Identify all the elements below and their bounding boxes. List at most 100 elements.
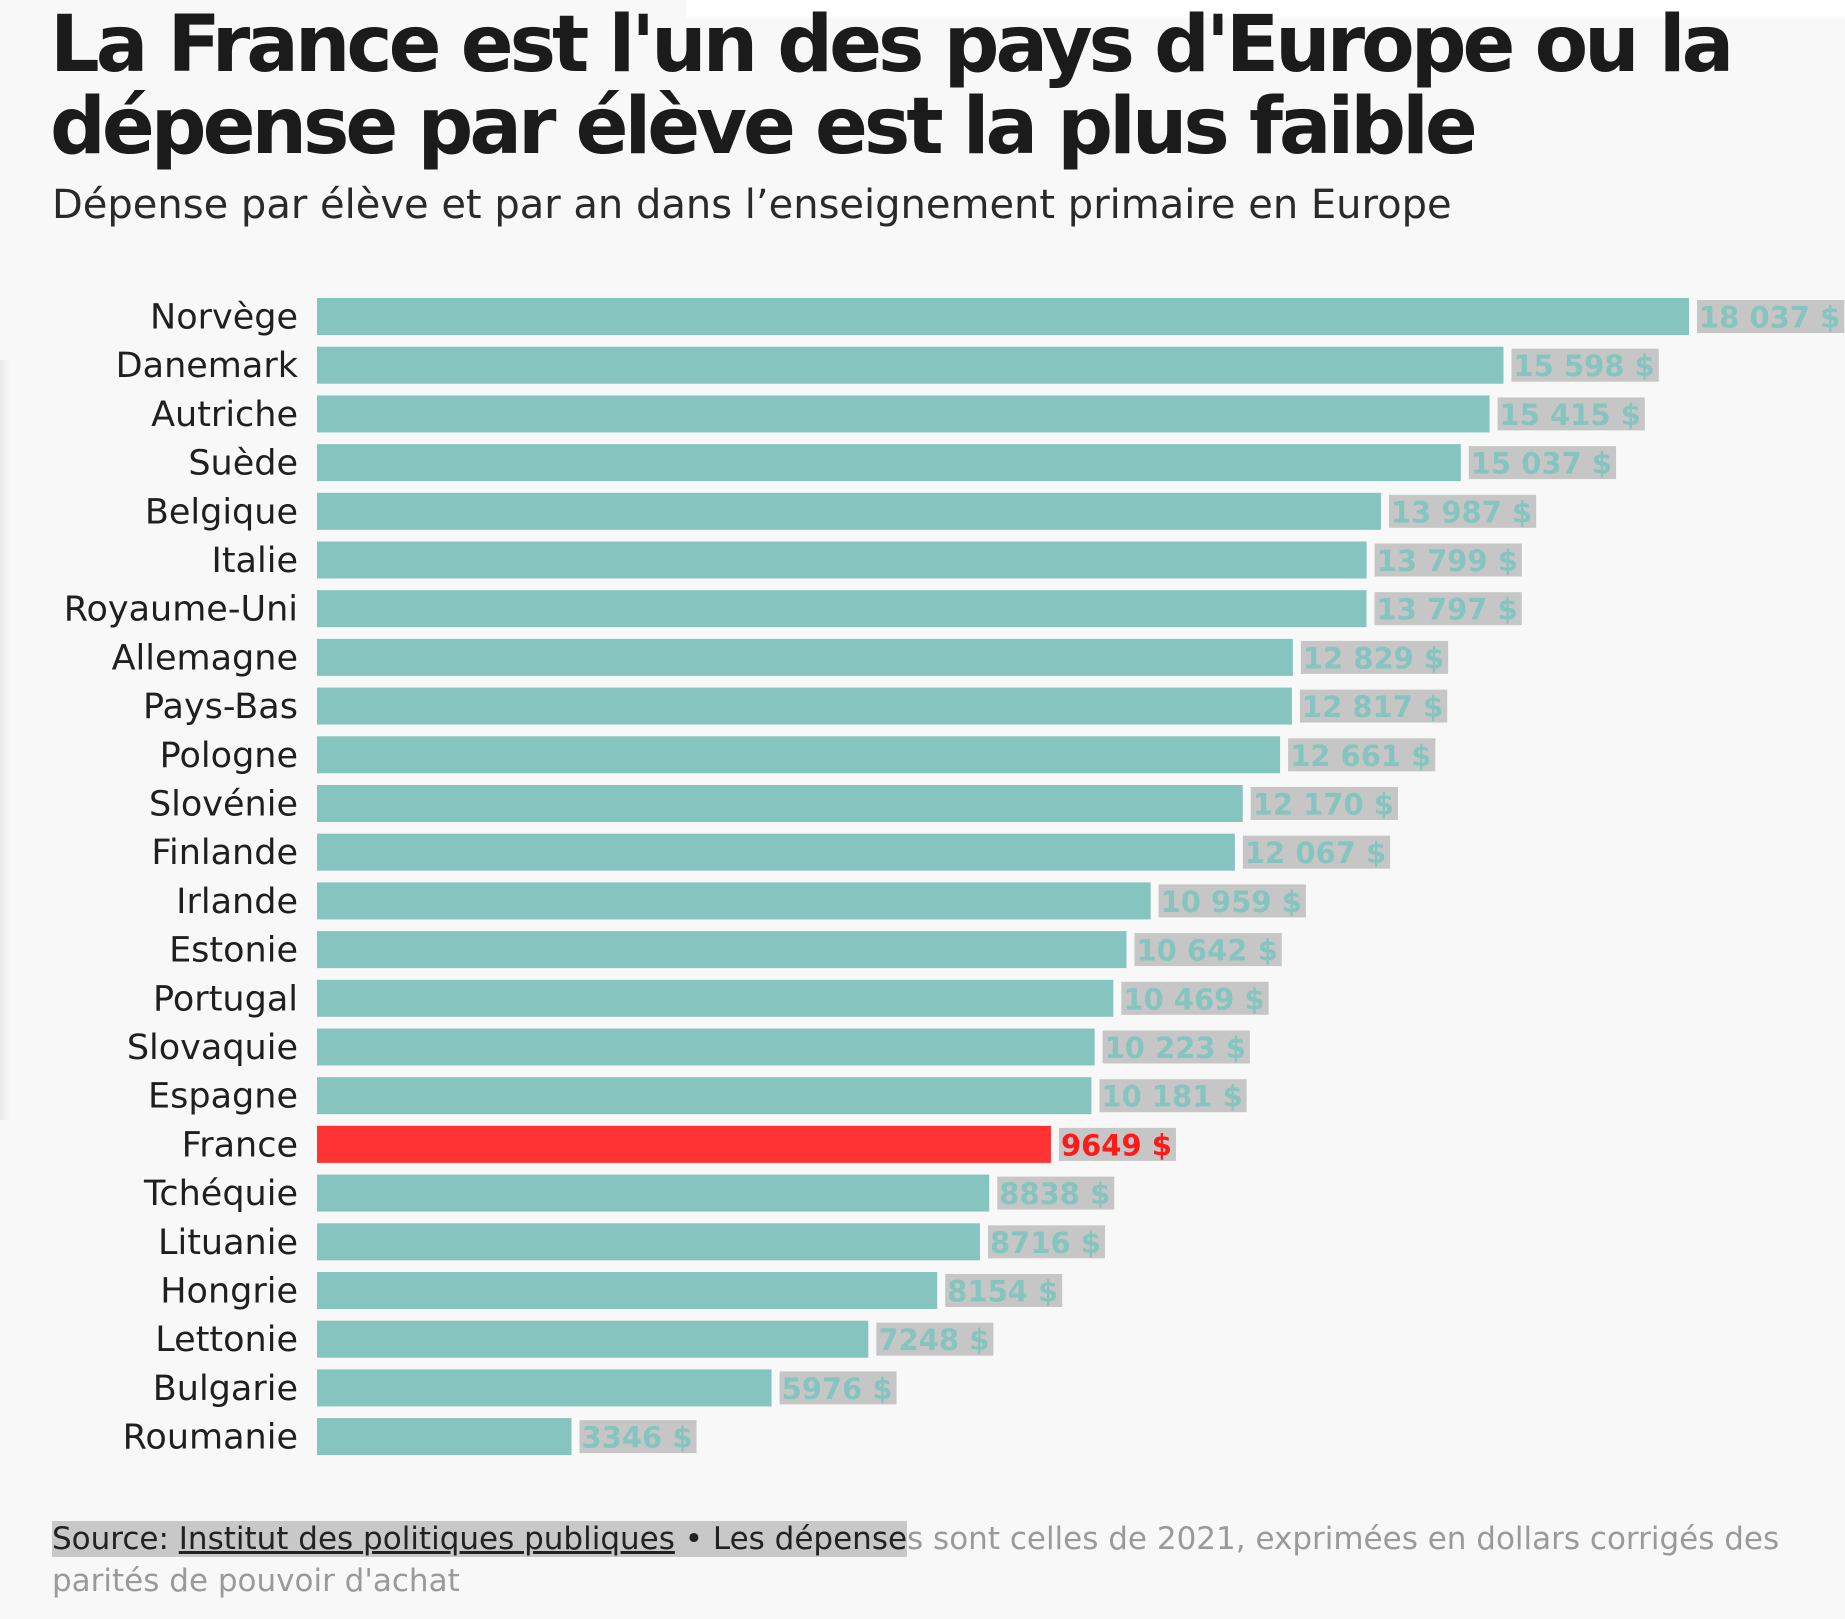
value-label: 9649 $ bbox=[1061, 1128, 1172, 1162]
source-link[interactable]: Institut des politiques publiques bbox=[178, 1521, 675, 1557]
bar bbox=[317, 785, 1243, 822]
value-label-background bbox=[1158, 884, 1306, 918]
value-label: 12 661 $ bbox=[1290, 739, 1431, 773]
value-label: 15 037 $ bbox=[1471, 447, 1612, 481]
category-label: Pologne bbox=[160, 736, 298, 776]
bar bbox=[317, 444, 1461, 482]
value-label-background bbox=[1102, 1030, 1250, 1064]
value-label-background bbox=[987, 1225, 1105, 1259]
bar bbox=[317, 1320, 869, 1358]
category-label: Italie bbox=[212, 541, 298, 581]
value-label-background bbox=[1121, 981, 1269, 1015]
bar bbox=[317, 1077, 1092, 1115]
bar bbox=[317, 541, 1367, 579]
value-label-background bbox=[1058, 1127, 1176, 1161]
value-label: 8838 $ bbox=[999, 1177, 1110, 1211]
value-label: 13 799 $ bbox=[1377, 544, 1518, 578]
bar bbox=[317, 492, 1381, 530]
bar-chart: Norvège 18 037 $ Danemark 15 598 $ Autriche 1… bbox=[64, 298, 1845, 1458]
value-label: 7248 $ bbox=[878, 1323, 989, 1357]
chart-subtitle: Dépense par élève et par an dans l’ensei… bbox=[52, 182, 1452, 228]
value-label-background bbox=[1374, 543, 1522, 577]
value-label-background bbox=[1300, 640, 1449, 674]
category-label: Finlande bbox=[151, 833, 298, 873]
bar bbox=[317, 687, 1292, 725]
left-edge-shadow bbox=[0, 360, 10, 1120]
value-label-background bbox=[1468, 446, 1617, 480]
category-label: Norvège bbox=[150, 298, 298, 338]
bar bbox=[317, 882, 1151, 920]
value-label-background bbox=[1388, 494, 1537, 528]
value-label-background bbox=[876, 1322, 994, 1356]
bar bbox=[317, 1223, 980, 1261]
value-label-background bbox=[1511, 348, 1659, 382]
bar bbox=[317, 298, 1689, 335]
category-label: Lettonie bbox=[155, 1320, 298, 1360]
value-label-background bbox=[1697, 300, 1845, 333]
value-label: 15 415 $ bbox=[1500, 398, 1641, 432]
value-label: 13 987 $ bbox=[1391, 495, 1532, 529]
value-label-background bbox=[1299, 689, 1448, 723]
value-label: 18 037 $ bbox=[1699, 301, 1840, 335]
bar bbox=[317, 638, 1293, 676]
category-label: Autriche bbox=[151, 395, 298, 435]
value-label: 13 797 $ bbox=[1376, 593, 1517, 627]
category-label: Pays-Bas bbox=[143, 687, 298, 727]
bar bbox=[317, 833, 1235, 871]
category-label: Roumanie bbox=[123, 1418, 298, 1458]
chart-title: La France est l'un des pays d'Europe ou … bbox=[50, 0, 1734, 172]
bar bbox=[317, 931, 1127, 969]
bar bbox=[317, 1272, 938, 1309]
category-label: Estonie bbox=[169, 931, 298, 971]
value-label: 12 067 $ bbox=[1245, 836, 1386, 870]
category-label: Portugal bbox=[153, 979, 298, 1019]
value-label: 12 829 $ bbox=[1303, 641, 1444, 675]
value-label: 10 469 $ bbox=[1123, 982, 1264, 1016]
value-label: 10 642 $ bbox=[1136, 934, 1277, 968]
category-label: Royaume-Uni bbox=[64, 590, 298, 630]
bar-highlight bbox=[317, 1125, 1051, 1163]
category-label: Espagne bbox=[148, 1077, 298, 1117]
value-label: 8154 $ bbox=[947, 1275, 1058, 1309]
value-label: 8716 $ bbox=[990, 1226, 1101, 1260]
value-label-background bbox=[579, 1420, 697, 1454]
value-label-background bbox=[1497, 397, 1645, 431]
top-strip bbox=[686, 0, 1845, 18]
value-label: 10 959 $ bbox=[1161, 885, 1302, 919]
value-label-background bbox=[779, 1371, 897, 1405]
bar bbox=[317, 736, 1281, 774]
value-label: 5976 $ bbox=[782, 1372, 893, 1406]
source-highlight: Source: Institut des politiques publique… bbox=[52, 1521, 908, 1557]
value-label-background bbox=[1288, 738, 1436, 772]
value-label-background bbox=[1374, 592, 1522, 626]
value-label-background bbox=[1099, 1079, 1247, 1113]
category-label: Slovaquie bbox=[127, 1028, 298, 1068]
bar bbox=[317, 1174, 990, 1212]
value-label: 15 598 $ bbox=[1513, 349, 1654, 383]
value-label: 12 170 $ bbox=[1253, 788, 1394, 822]
category-label: Allemagne bbox=[112, 638, 298, 678]
bar bbox=[317, 979, 1114, 1017]
value-label: 12 817 $ bbox=[1302, 690, 1443, 724]
value-label-background bbox=[1242, 835, 1391, 869]
value-label: 10 223 $ bbox=[1105, 1031, 1246, 1065]
note-dark: • Les dépense bbox=[674, 1521, 908, 1557]
category-label: France bbox=[182, 1125, 298, 1165]
category-label: Lituanie bbox=[158, 1223, 298, 1263]
category-label: Danemark bbox=[116, 346, 299, 386]
bar bbox=[317, 346, 1504, 384]
category-label: Belgique bbox=[145, 492, 298, 532]
value-label-background bbox=[1250, 787, 1398, 820]
bar bbox=[317, 1369, 772, 1407]
source-prefix: Source: bbox=[52, 1521, 179, 1557]
value-label-background bbox=[997, 1176, 1115, 1210]
bars-layer: Norvège 18 037 $ Danemark 15 598 $ Autriche 1… bbox=[64, 298, 1845, 1458]
category-label: Bulgarie bbox=[153, 1369, 298, 1409]
bar bbox=[317, 590, 1367, 628]
category-label: Hongrie bbox=[160, 1272, 298, 1312]
note-light: s sont celles de 2021, exprimées en doll… bbox=[52, 1521, 1780, 1599]
category-label: Suède bbox=[188, 444, 298, 484]
value-label: 3346 $ bbox=[582, 1421, 693, 1455]
footer-note: Source: Institut des politiques publique… bbox=[52, 1518, 1812, 1602]
bar bbox=[317, 395, 1490, 433]
